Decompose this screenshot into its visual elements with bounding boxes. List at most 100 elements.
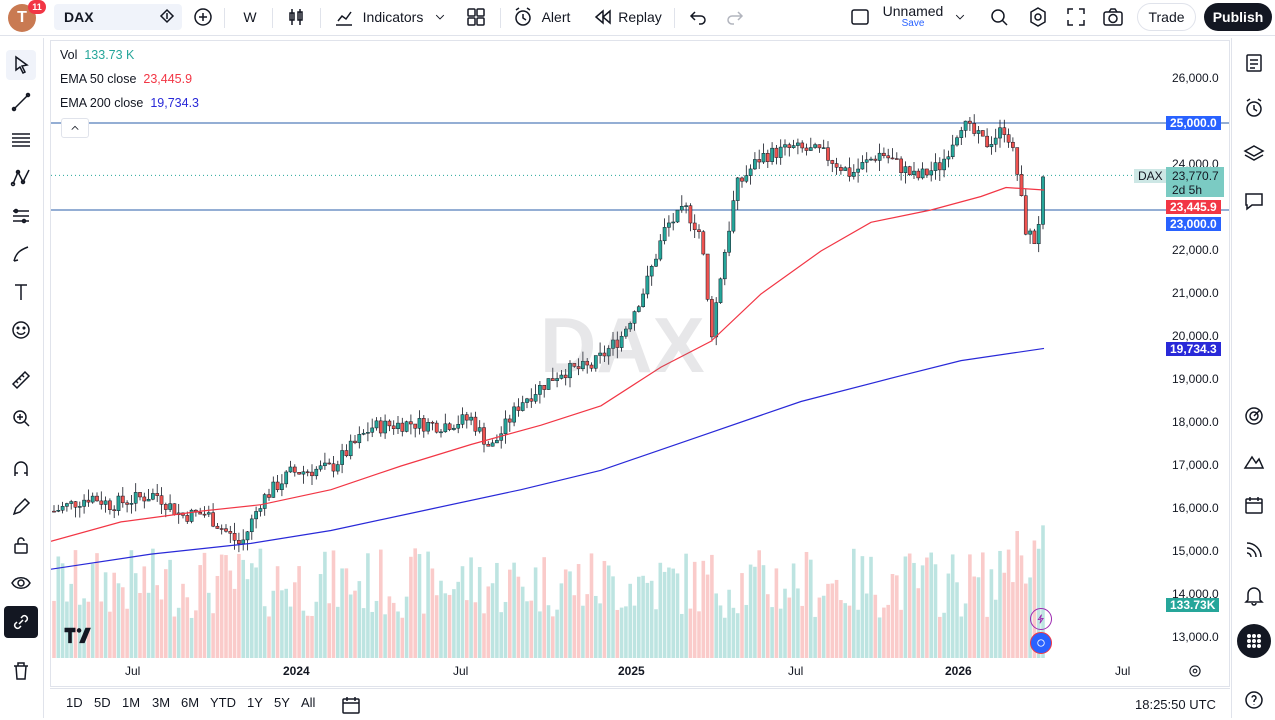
candle-body [185,515,190,522]
collapse-legend-icon[interactable] [61,118,89,138]
date-range-icon[interactable] [336,690,366,720]
volume-bar [555,609,559,658]
pattern-icon[interactable] [6,163,36,193]
chart-pane[interactable] [50,40,1230,687]
redo-icon[interactable] [720,2,750,32]
alert-icon[interactable] [508,2,538,32]
ruler-icon[interactable] [6,365,36,395]
indicators-button[interactable]: Indicators [362,9,424,25]
candle-body [163,504,168,510]
timeframe-1d[interactable]: 1D [66,695,83,710]
legend-volume[interactable]: Vol 133.73 K [60,48,134,62]
publish-button[interactable]: Publish [1204,3,1272,31]
ideas-icon[interactable] [1239,446,1269,476]
volume-bar [336,606,340,658]
alerts-clock-icon[interactable] [1239,93,1269,123]
layouts-icon[interactable] [461,2,491,32]
legend-ema50[interactable]: EMA 50 close 23,445.9 [60,72,192,86]
candle-body [550,378,555,381]
camera-icon[interactable] [1098,2,1128,32]
layout-name[interactable]: Unnamed [882,3,944,19]
chat-icon[interactable] [1239,186,1269,216]
text-icon[interactable] [6,277,36,307]
compare-symbol-icon[interactable] [152,2,182,32]
volume-bar [198,565,202,658]
top-toolbar: T 11 DAX W Indicators Alert Replay Unnam… [0,0,1275,36]
trend-line-icon[interactable] [6,87,36,117]
volume-bar [288,606,293,658]
candle-body [998,127,1002,139]
timeframe-1m[interactable]: 1M [122,695,141,710]
candle-body [340,450,344,465]
prediction-icon[interactable] [6,201,36,231]
chart-settings-icon[interactable] [1182,658,1208,684]
apps-grid-icon[interactable] [1237,624,1271,658]
event-icon[interactable] [1030,632,1052,654]
candle-body [929,170,934,176]
quick-search-icon[interactable] [984,2,1014,32]
chevron-down-icon[interactable] [430,2,450,32]
help-icon[interactable] [1239,685,1269,715]
timeframe-all[interactable]: All [301,695,316,710]
timeframe-1y[interactable]: 1Y [247,695,263,710]
volume-bar [439,580,443,658]
legend-ema200[interactable]: EMA 200 close 19,734.3 [60,96,199,110]
undo-icon[interactable] [683,2,713,32]
timeframe-6m[interactable]: 6M [181,695,200,710]
utc-clock[interactable]: 18:25:50 UTC [1135,697,1216,712]
target-icon[interactable] [1239,401,1269,431]
indicators-icon[interactable] [329,2,359,32]
candle-body [533,394,538,402]
candle-body [860,162,865,170]
flash-icon[interactable] [1030,608,1052,630]
price-axis-label: 17,000.0 [1172,458,1219,472]
volume-bar [391,602,396,658]
emoji-icon[interactable] [6,315,36,345]
trade-button[interactable]: Trade [1137,3,1196,31]
layout-save-label[interactable]: Save [901,17,925,29]
candle-body [348,440,353,457]
candle-body [581,360,585,370]
zoom-in-icon[interactable] [6,403,36,433]
volume-bar [172,616,177,658]
volume-bar [465,600,469,658]
volume-bar [133,573,138,658]
fullscreen-icon[interactable] [1061,2,1091,32]
timeframe-5y[interactable]: 5Y [274,695,290,710]
timeframe-5d[interactable]: 5D [94,695,111,710]
calendar-icon[interactable] [1239,490,1269,520]
timeframe-3m[interactable]: 3M [152,695,171,710]
layout-checkbox-icon[interactable] [845,2,875,32]
brush-icon[interactable] [6,239,36,269]
alert-button[interactable]: Alert [541,9,571,25]
object-tree-icon[interactable] [1239,139,1269,169]
timeframe-ytd[interactable]: YTD [210,695,236,710]
notifications-icon[interactable] [1239,580,1269,610]
layout-chevron-down-icon[interactable] [950,2,970,32]
candle-body [1032,230,1037,245]
cursor-icon[interactable] [6,50,36,80]
volume-bar [692,561,697,658]
streams-icon[interactable] [1239,535,1269,565]
lock-icon[interactable] [6,530,36,560]
eye-icon[interactable] [6,568,36,598]
draw-mode-icon[interactable] [6,492,36,522]
symbol-search[interactable]: DAX [54,4,182,30]
replay-button[interactable]: Replay [618,9,662,25]
volume-bar [753,566,757,658]
watchlist-icon[interactable] [1239,48,1269,78]
link-icon[interactable] [4,606,38,638]
candle-body [443,423,448,433]
fib-retracement-icon[interactable] [6,125,36,155]
candle-body [447,423,452,430]
magnet-icon[interactable] [6,454,36,484]
add-symbol-icon[interactable] [188,2,218,32]
interval-button[interactable]: W [243,9,257,25]
candle-body [77,506,82,508]
volume-bar [1032,540,1037,658]
replay-icon[interactable] [587,2,617,32]
candles-icon[interactable] [281,2,311,32]
volume-bar [340,568,344,658]
settings-icon[interactable] [1023,2,1053,32]
trash-icon[interactable] [6,656,36,686]
